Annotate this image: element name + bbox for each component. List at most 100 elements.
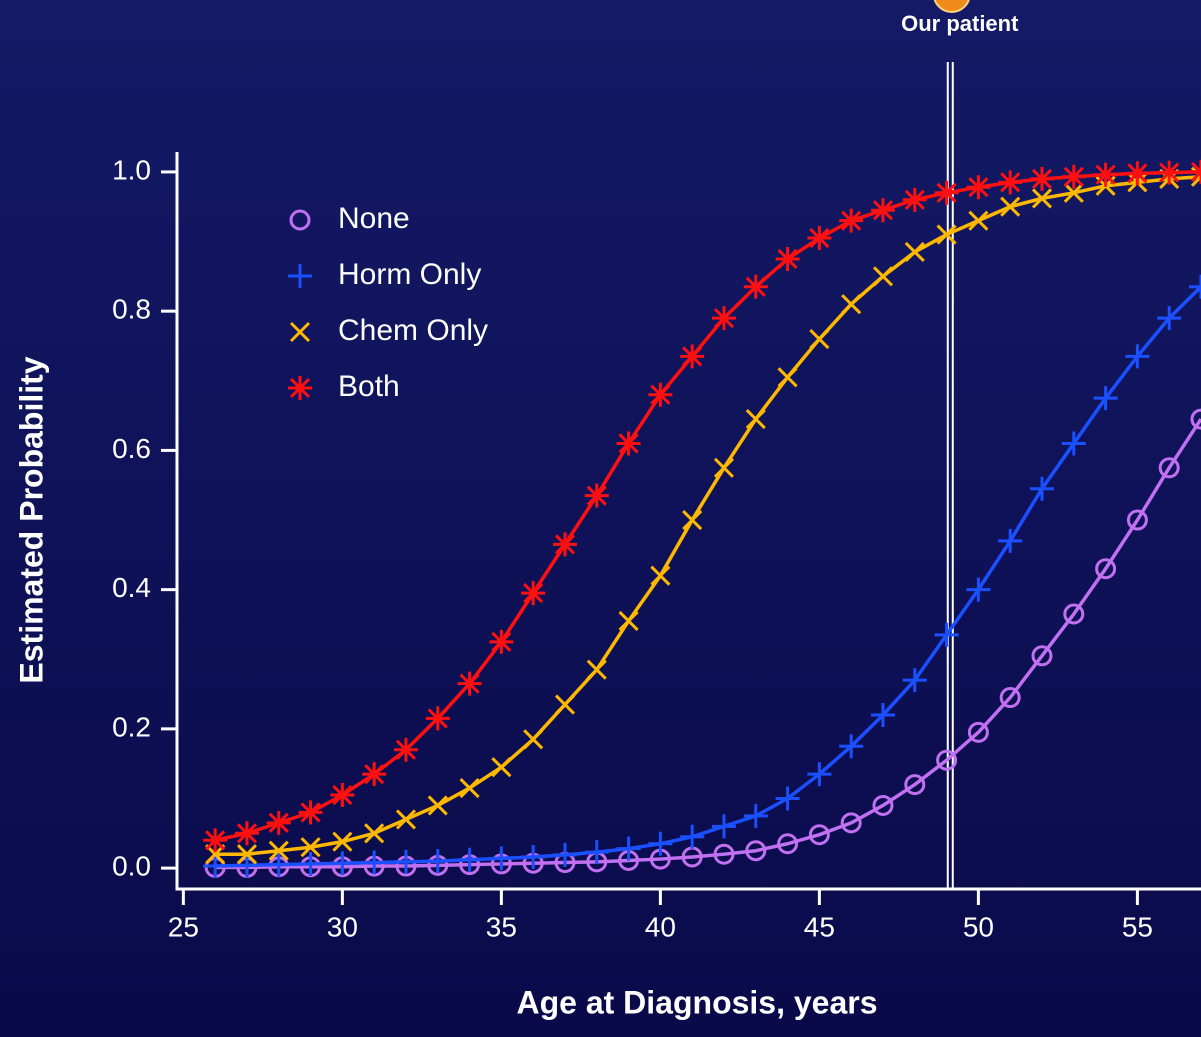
data-point (266, 810, 291, 835)
data-point (234, 821, 259, 846)
data-point (998, 528, 1023, 553)
x-tick-label: 25 (168, 911, 199, 942)
y-tick-label: 0.2 (112, 711, 151, 742)
data-point (1125, 161, 1150, 186)
data-point (934, 180, 959, 205)
data-point (523, 729, 544, 750)
data-point (1063, 182, 1084, 203)
data-point (840, 812, 862, 834)
x-tick-label: 30 (327, 911, 358, 942)
data-point (745, 409, 766, 430)
data-point (393, 737, 418, 762)
data-point (1093, 162, 1118, 187)
data-point (491, 757, 512, 778)
data-point (268, 840, 289, 861)
y-tick-label: 0.4 (112, 572, 151, 603)
x-tick-label: 50 (963, 911, 994, 942)
data-point (713, 843, 735, 865)
data-point (1157, 160, 1182, 185)
data-point (459, 777, 480, 799)
x-tick-label: 40 (645, 911, 676, 942)
data-point (395, 809, 417, 830)
data-point (1029, 166, 1054, 191)
x-axis-title: Age at Diagnosis, years (516, 984, 877, 1020)
data-point (870, 702, 895, 727)
data-point (904, 774, 926, 796)
legend-marker (289, 209, 311, 231)
series-line (215, 175, 1201, 856)
data-point (934, 622, 959, 647)
data-point (362, 850, 387, 875)
y-tick-label: 1.0 (112, 154, 151, 185)
data-point (616, 836, 641, 861)
data-point (236, 844, 258, 865)
data-point (777, 367, 798, 388)
data-point (777, 833, 799, 855)
data-point (936, 224, 957, 245)
data-point (680, 824, 705, 849)
data-point (745, 840, 767, 862)
data-point (300, 837, 321, 858)
data-point (1061, 164, 1086, 189)
data-point (998, 170, 1023, 195)
data-point (1189, 274, 1201, 299)
data-point (1125, 344, 1150, 369)
data-point (234, 853, 259, 878)
data-point (809, 328, 830, 350)
data-point (1190, 408, 1201, 430)
data-point (902, 187, 927, 212)
data-point (902, 668, 927, 693)
data-point (427, 795, 448, 816)
data-point (393, 849, 418, 874)
x-tick-label: 55 (1122, 911, 1153, 942)
y-axis-title: Estimated Probability (13, 356, 49, 683)
data-point (457, 847, 482, 872)
data-point (966, 175, 991, 200)
data-point (616, 431, 641, 456)
data-point (203, 854, 228, 879)
y-tick-label: 0.6 (112, 433, 151, 464)
data-point (872, 794, 894, 816)
data-point (1031, 188, 1053, 209)
data-point (743, 274, 768, 299)
data-point (680, 344, 705, 369)
legend-label: None (338, 202, 410, 235)
data-point (713, 457, 735, 478)
data-point (1126, 509, 1148, 531)
legend-marker (288, 264, 312, 288)
data-point (807, 226, 832, 251)
data-point (648, 831, 673, 856)
data-point (1157, 306, 1182, 331)
data-point (711, 306, 736, 331)
data-point (489, 846, 514, 871)
legend-label: Both (338, 370, 400, 403)
data-point (775, 246, 800, 271)
x-tick-label: 35 (486, 911, 517, 942)
data-point (968, 210, 989, 231)
data-point (839, 734, 864, 759)
data-point (870, 198, 895, 223)
data-point (966, 577, 991, 602)
legend-label: Chem Only (338, 314, 488, 347)
data-point (330, 783, 355, 808)
data-point (586, 659, 607, 680)
data-point (872, 266, 894, 287)
data-point (618, 610, 639, 632)
data-point (1063, 603, 1085, 625)
y-tick-label: 0.0 (112, 851, 151, 882)
data-point (1095, 558, 1117, 580)
data-point (807, 762, 832, 787)
data-point (457, 671, 482, 696)
x-tick-label: 45 (804, 911, 835, 942)
data-point (841, 294, 862, 315)
data-point (364, 823, 385, 844)
data-point (682, 509, 703, 531)
data-point (650, 565, 671, 586)
legend-label: Horm Only (338, 258, 481, 291)
data-point (936, 749, 958, 771)
patient-label: Our patient (901, 11, 1019, 36)
data-point (584, 483, 609, 508)
legend-marker (288, 376, 312, 400)
